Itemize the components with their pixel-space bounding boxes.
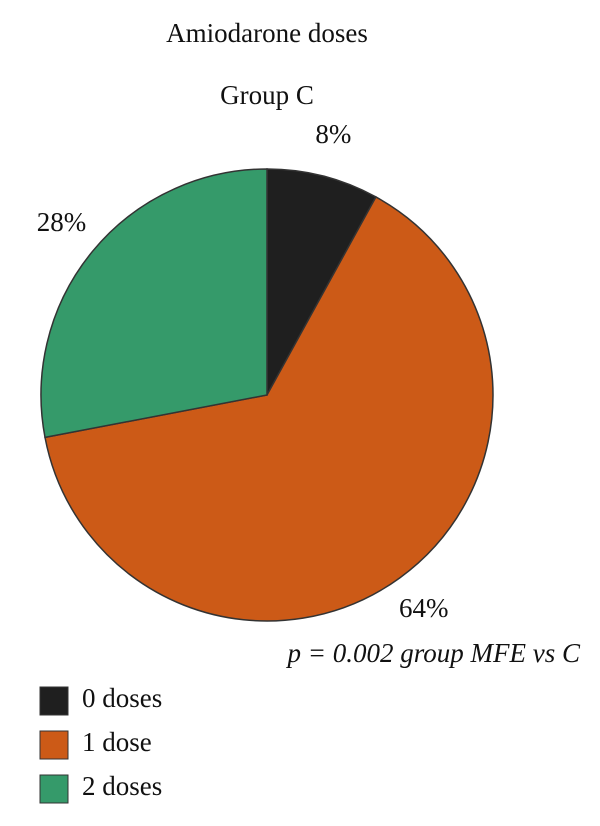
value-label: 64% [399,593,449,623]
chart-title: Amiodarone doses [166,18,368,48]
legend-swatch [39,686,69,716]
value-label: 28% [37,207,87,237]
legend-swatch [39,774,69,804]
annotation: p = 0.002 group MFE vs C [286,638,581,668]
pie-slice [40,168,268,439]
legend-label: 1 dose [82,727,152,757]
chart-subtitle: Group C [220,80,314,110]
pie-slice [266,168,377,396]
legend-swatch [39,730,69,760]
legend-label: 2 doses [82,771,162,801]
value-label: 8% [315,119,351,149]
legend-label: 0 doses [82,683,162,713]
pie-slice [44,195,494,622]
